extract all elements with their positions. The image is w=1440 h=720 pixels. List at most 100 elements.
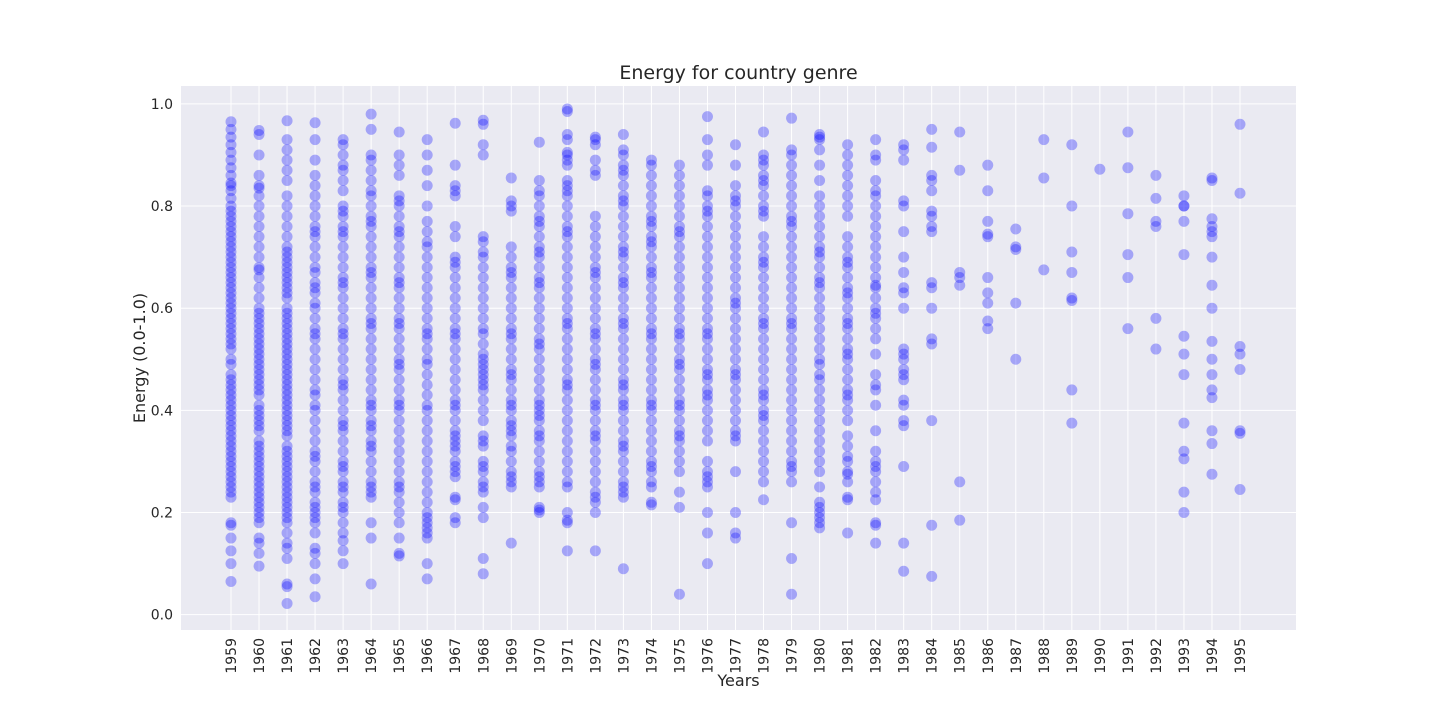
- data-point: [449, 312, 461, 324]
- data-point: [617, 384, 629, 396]
- data-point: [505, 328, 517, 340]
- data-point: [730, 374, 741, 386]
- data-point: [393, 445, 405, 457]
- data-point: [505, 343, 517, 355]
- data-point: [225, 302, 237, 314]
- data-point: [393, 282, 405, 294]
- data-point: [842, 394, 854, 406]
- data-point: [561, 415, 573, 427]
- data-point: [561, 272, 573, 284]
- data-point: [477, 261, 489, 273]
- data-point: [730, 292, 741, 304]
- data-point: [561, 159, 573, 171]
- data-point: [1234, 348, 1246, 360]
- data-point: [1066, 295, 1078, 307]
- data-point: [617, 353, 629, 365]
- data-point: [225, 215, 237, 227]
- data-point: [870, 323, 882, 335]
- data-point: [786, 282, 798, 294]
- data-point: [253, 282, 265, 294]
- data-point: [982, 287, 994, 299]
- data-point: [309, 302, 321, 314]
- data-point: [898, 374, 910, 386]
- data-point: [337, 261, 349, 273]
- data-point: [449, 517, 461, 529]
- data-point: [954, 279, 966, 291]
- data-point: [730, 231, 741, 243]
- data-point: [281, 272, 293, 284]
- data-point: [281, 200, 293, 212]
- data-point: [337, 343, 349, 355]
- data-point: [645, 159, 657, 171]
- data-point: [617, 425, 629, 437]
- data-point: [309, 404, 321, 416]
- data-point: [281, 134, 293, 146]
- data-point: [842, 333, 854, 345]
- data-point: [337, 363, 349, 375]
- data-point: [365, 486, 377, 498]
- data-point: [814, 220, 826, 232]
- data-point: [253, 343, 265, 355]
- data-point: [225, 466, 237, 478]
- data-point: [253, 374, 265, 386]
- data-point: [449, 353, 461, 365]
- data-point: [730, 282, 741, 294]
- data-point: [589, 328, 601, 340]
- data-point: [673, 323, 685, 335]
- data-point: [870, 279, 882, 291]
- data-point: [842, 169, 854, 181]
- data-point: [225, 318, 237, 330]
- data-point: [926, 226, 938, 238]
- data-point: [898, 266, 910, 278]
- data-point: [253, 323, 265, 335]
- data-point: [842, 323, 854, 335]
- data-point: [337, 272, 349, 284]
- data-point: [365, 323, 377, 335]
- data-point: [477, 461, 489, 473]
- data-point: [281, 409, 293, 421]
- data-point: [365, 374, 377, 386]
- data-point: [225, 266, 237, 278]
- data-point: [617, 323, 629, 335]
- data-point: [365, 394, 377, 406]
- data-point: [253, 338, 265, 350]
- data-point: [701, 481, 713, 493]
- data-point: [645, 399, 657, 411]
- data-point: [225, 192, 237, 204]
- data-point: [393, 343, 405, 355]
- data-point: [505, 374, 517, 386]
- data-point: [309, 542, 321, 554]
- data-point: [505, 384, 517, 396]
- data-point: [225, 519, 237, 531]
- data-point: [561, 435, 573, 447]
- data-point: [253, 200, 265, 212]
- data-point: [1066, 139, 1078, 151]
- data-point: [673, 190, 685, 202]
- data-point: [589, 399, 601, 411]
- data-point: [701, 471, 713, 483]
- data-point: [814, 481, 826, 493]
- data-point: [786, 415, 798, 427]
- data-point: [561, 241, 573, 253]
- data-point: [365, 353, 377, 365]
- data-point: [870, 220, 882, 232]
- x-tick-label: 1982: [869, 638, 885, 674]
- data-point: [337, 384, 349, 396]
- data-point: [505, 333, 517, 345]
- data-point: [505, 399, 517, 411]
- data-point: [870, 517, 882, 529]
- data-point: [701, 328, 713, 340]
- data-point: [253, 241, 265, 253]
- data-point: [225, 200, 237, 212]
- data-point: [730, 159, 741, 171]
- data-point: [1122, 323, 1134, 335]
- data-point: [477, 440, 489, 452]
- data-point: [1010, 241, 1022, 253]
- data-point: [645, 476, 657, 488]
- data-point: [337, 312, 349, 324]
- data-point: [561, 404, 573, 416]
- data-point: [645, 499, 657, 511]
- data-point: [505, 195, 517, 207]
- data-point: [561, 425, 573, 437]
- data-point: [701, 200, 713, 212]
